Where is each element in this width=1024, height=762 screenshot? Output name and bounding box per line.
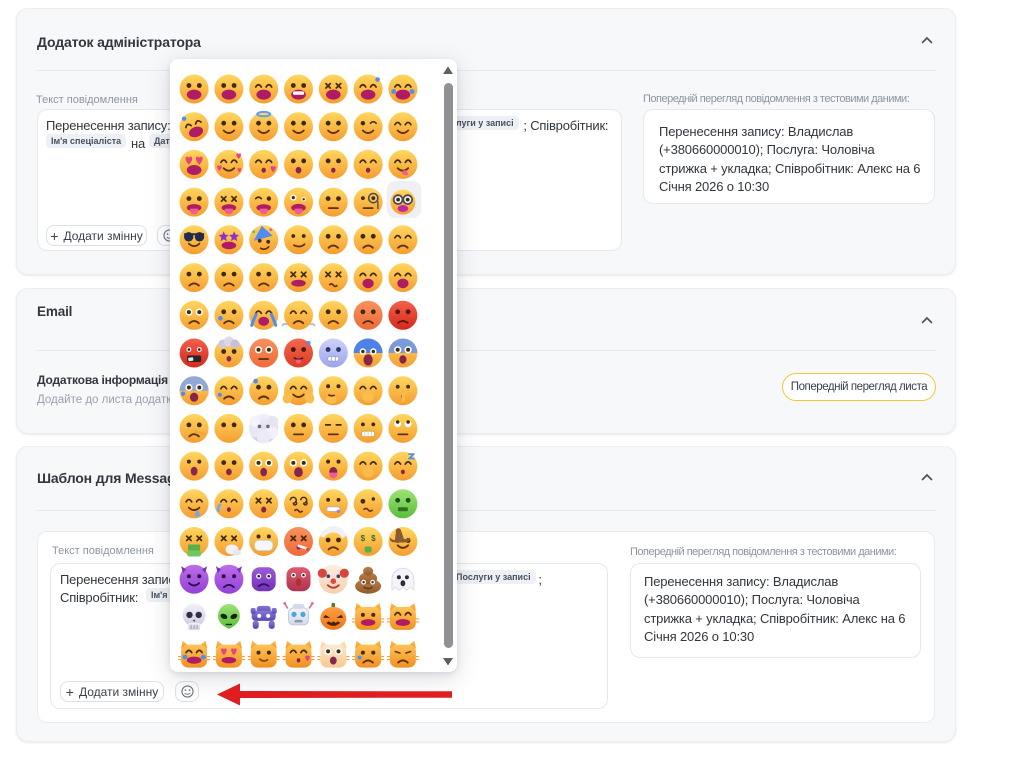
svg-text:$: $ [361, 534, 366, 543]
svg-text:$: $ [371, 534, 376, 543]
